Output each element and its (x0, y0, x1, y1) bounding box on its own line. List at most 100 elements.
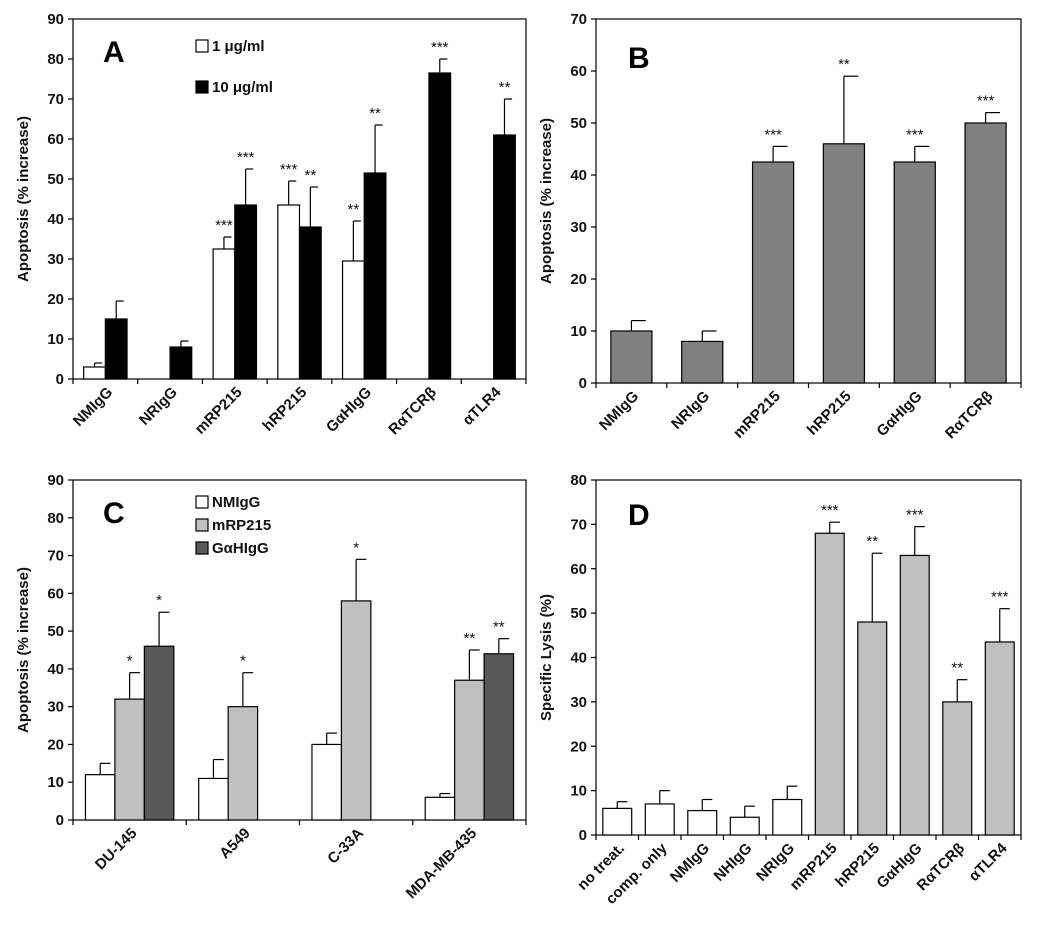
y-tick-label: 70 (47, 548, 64, 565)
bar (104, 318, 128, 380)
panel-label: A (103, 36, 125, 69)
bar (814, 532, 845, 836)
significance-label: * (240, 653, 246, 670)
x-tick-label: RαTCRβ (385, 384, 439, 438)
y-tick-label: 20 (47, 736, 64, 753)
y-tick-label: 10 (570, 783, 587, 800)
bar (227, 706, 259, 821)
legend-label: NMIgG (212, 494, 260, 511)
y-tick-label: 50 (570, 115, 587, 132)
y-tick-label: 60 (570, 63, 587, 80)
legend-swatch (195, 39, 209, 53)
y-tick-label: 40 (47, 211, 64, 228)
y-tick-label: 80 (47, 51, 64, 68)
x-tick-label: MDA-MB-435 (403, 825, 480, 902)
y-tick-label: 20 (570, 738, 587, 755)
y-tick-label: 20 (47, 291, 64, 308)
y-tick-label: 0 (579, 827, 587, 844)
significance-label: ** (348, 201, 360, 218)
significance-label: *** (431, 39, 449, 56)
bar (822, 143, 866, 384)
bar (277, 204, 301, 380)
legend-label: 1 μg/ml (212, 38, 265, 55)
y-tick-label: 30 (47, 251, 64, 268)
y-tick-label: 20 (570, 271, 587, 288)
bar (212, 248, 236, 380)
y-tick-label: 30 (47, 699, 64, 716)
y-tick-label: 60 (47, 585, 64, 602)
significance-label: *** (280, 161, 298, 178)
legend-label: 10 μg/ml (212, 79, 273, 96)
y-tick-label: 80 (570, 472, 587, 489)
bar (114, 698, 145, 821)
significance-label: *** (906, 126, 924, 143)
y-tick-label: 0 (56, 812, 64, 829)
x-tick-label: GαHIgG (323, 384, 375, 436)
legend-swatch (195, 518, 209, 532)
x-tick-label: mRP215 (730, 388, 784, 442)
significance-label: *** (215, 217, 233, 234)
x-tick-label: hRP215 (259, 384, 310, 435)
significance-label: ** (838, 56, 850, 73)
bar (298, 226, 322, 380)
legend-swatch (195, 541, 209, 555)
bar (857, 621, 888, 836)
x-tick-label: RαTCRβ (942, 388, 996, 442)
legend-label: GαHIgG (212, 540, 269, 557)
y-tick-label: 70 (570, 11, 587, 28)
y-tick-label: 60 (570, 561, 587, 578)
x-tick-label: αTLR4 (459, 383, 505, 429)
y-tick-label: 90 (47, 11, 64, 28)
x-tick-label: RαTCRβ (914, 840, 968, 894)
significance-label: * (127, 653, 133, 670)
bar (681, 340, 724, 384)
x-tick-label: A549 (216, 825, 253, 862)
legend: NMIgG mRP215 GαHIgG (195, 494, 271, 557)
significance-label: ** (464, 630, 476, 647)
x-tick-label: mRP215 (192, 384, 246, 438)
y-tick-label: 0 (56, 371, 64, 388)
bar (610, 330, 653, 384)
bar (234, 204, 258, 380)
y-axis-label: Apoptosis (% increase) (15, 116, 32, 282)
y-tick-label: 40 (570, 650, 587, 667)
legend: 1 μg/ml 10 μg/ml (195, 38, 273, 96)
bar (311, 743, 343, 821)
x-tick-label: NMIgG (667, 840, 713, 886)
bar (84, 774, 116, 821)
y-tick-label: 50 (47, 171, 64, 188)
panel-a: 0102030405060708090********************N… (15, 11, 527, 438)
bar (363, 172, 387, 380)
y-axis-label: Specific Lysis (%) (538, 594, 555, 721)
y-tick-label: 30 (570, 694, 587, 711)
legend-label: mRP215 (212, 517, 271, 534)
bar (984, 641, 1015, 836)
x-tick-label: NMIgG (70, 384, 116, 430)
significance-label: ** (866, 533, 878, 550)
significance-label: ** (499, 79, 511, 96)
significance-label: *** (821, 502, 839, 519)
y-tick-label: 40 (570, 167, 587, 184)
y-tick-label: 50 (570, 605, 587, 622)
x-tick-label: GαHIgG (873, 388, 925, 440)
significance-label: ** (304, 167, 316, 184)
y-tick-label: 10 (47, 331, 64, 348)
bar (143, 645, 175, 821)
significance-label: *** (977, 93, 995, 110)
y-tick-label: 30 (570, 219, 587, 236)
x-tick-label: NHIgG (711, 840, 756, 885)
y-tick-label: 10 (47, 774, 64, 791)
bar (483, 653, 515, 821)
bar (83, 366, 106, 380)
bar (602, 807, 633, 836)
legend-swatch (195, 495, 209, 509)
bar (493, 134, 516, 380)
bar (899, 554, 930, 836)
y-tick-label: 80 (47, 510, 64, 527)
y-tick-label: 0 (579, 375, 587, 392)
significance-label: * (353, 539, 359, 556)
